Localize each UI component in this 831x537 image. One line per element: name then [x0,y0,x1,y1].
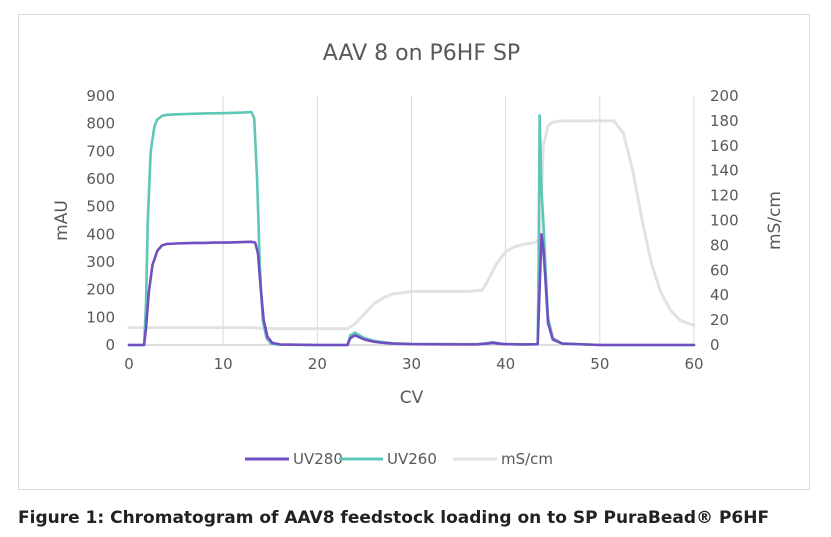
y-tick-label: 200 [86,281,115,299]
y2-tick-label: 200 [710,87,739,105]
y-tick-label: 400 [86,225,115,243]
y2-tick-label: 140 [710,162,739,180]
x-tick-label: 30 [402,355,421,373]
x-tick-label: 0 [124,355,134,373]
chart-container: AAV 8 on P6HF SP 0 10 20 30 40 50 60 0 100 200 300 4… [18,14,810,490]
legend-label: mS/cm [501,450,553,468]
figure-caption: Figure 1: Chromatogram of AAV8 feedstock… [18,508,770,528]
series-line-ms-cm [127,119,696,331]
y2-tick-label: 0 [710,336,720,354]
chart-title: AAV 8 on P6HF SP [323,41,520,66]
y-tick-label: 800 [86,115,115,133]
y-tick-label: 500 [86,198,115,216]
y2-tick-label: 120 [710,187,739,205]
x-tick-label: 50 [590,355,609,373]
x-axis-title: CV [400,388,424,408]
y-tick-label: 600 [86,170,115,188]
y2-axis-title: mS/cm [765,191,785,250]
y-tick-label: 900 [86,87,115,105]
y2-tick-label: 160 [710,137,739,155]
y-axis-title: mAU [52,200,72,241]
y-tick-label: 100 [86,308,115,326]
chromatogram-chart: AAV 8 on P6HF SP0 10 20 30 40 50 6001002003004… [52,41,785,468]
y-tick-label: 700 [86,142,115,160]
y2-tick-label: 60 [710,261,729,279]
legend-label: UV280 [293,450,343,468]
y2-tick-label: 80 [710,236,729,254]
y2-tick-label: 180 [710,112,739,130]
x-tick-label: 20 [308,355,327,373]
legend-label: UV260 [387,450,437,468]
series-line-uv280 [127,233,696,347]
y2-tick-label: 20 [710,311,729,329]
x-tick-label: 40 [496,355,515,373]
series-line-uv260 [127,110,696,347]
x-tick-label: 10 [214,355,233,373]
x-tick-label: 60 [684,355,703,373]
y-tick-label: 0 [105,336,115,354]
y2-tick-label: 40 [710,286,729,304]
y-tick-label: 300 [86,253,115,271]
y2-tick-label: 100 [710,212,739,230]
